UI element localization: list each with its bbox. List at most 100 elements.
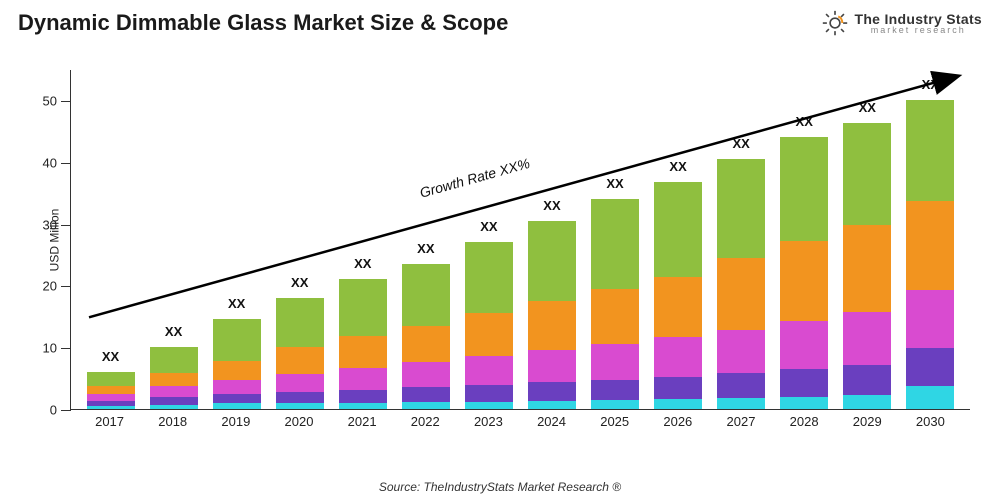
bar-stack (276, 298, 324, 409)
brand-logo: The Industry Stats market research (822, 10, 982, 36)
bar-stack (780, 137, 828, 409)
bar-column: XX (780, 137, 828, 409)
y-tick (61, 101, 71, 102)
bar-value-label: XX (732, 136, 749, 151)
bar-value-label: XX (796, 114, 813, 129)
bar-column: XX (213, 319, 261, 409)
bar-segment (780, 397, 828, 409)
bar-segment (339, 390, 387, 403)
x-tick-label: 2017 (86, 414, 134, 429)
bar-segment (339, 336, 387, 368)
bar-segment (150, 373, 198, 386)
bar-segment (906, 290, 954, 348)
bar-segment (717, 330, 765, 373)
source-caption: Source: TheIndustryStats Market Research… (0, 480, 1000, 494)
y-tick (61, 286, 71, 287)
bar-segment (591, 344, 639, 380)
bar-column: XX (528, 221, 576, 409)
bar-segment (654, 182, 702, 277)
bar-segment (717, 398, 765, 409)
bar-segment (87, 386, 135, 394)
bar-segment (906, 386, 954, 409)
bar-segment (402, 387, 450, 402)
y-tick-label: 20 (43, 279, 57, 294)
bar-column: XX (843, 123, 891, 409)
bar-segment (465, 242, 513, 312)
bar-value-label: XX (417, 241, 434, 256)
bar-stack (717, 159, 765, 409)
bar-value-label: XX (922, 77, 939, 92)
x-tick-label: 2025 (591, 414, 639, 429)
bar-segment (87, 394, 135, 401)
bar-segment (150, 397, 198, 404)
market-chart: USD Million XXXXXXXXXXXXXXXXXXXXXXXXXXXX… (70, 70, 970, 450)
bar-segment (276, 298, 324, 347)
bar-segment (402, 362, 450, 387)
bar-value-label: XX (165, 324, 182, 339)
bar-stack (213, 319, 261, 409)
x-tick-label: 2029 (843, 414, 891, 429)
y-tick-label: 10 (43, 341, 57, 356)
y-tick (61, 163, 71, 164)
bar-segment (906, 201, 954, 291)
bar-segment (780, 137, 828, 241)
y-tick (61, 348, 71, 349)
bar-segment (87, 406, 135, 409)
y-tick-label: 0 (50, 403, 57, 418)
y-tick-label: 30 (43, 217, 57, 232)
bar-column: XX (276, 298, 324, 409)
bar-segment (717, 159, 765, 259)
bar-value-label: XX (543, 198, 560, 213)
bar-segment (843, 225, 891, 312)
bar-segment (591, 289, 639, 344)
bar-column: XX (591, 199, 639, 409)
bar-stack (339, 279, 387, 409)
bar-stack (150, 347, 198, 409)
bar-column: XX (906, 100, 954, 409)
bar-segment (150, 347, 198, 373)
x-tick-label: 2024 (528, 414, 576, 429)
bar-segment (213, 403, 261, 409)
bar-segment (339, 368, 387, 390)
bar-column: XX (717, 159, 765, 409)
bar-segment (780, 369, 828, 397)
bar-segment (591, 199, 639, 289)
bar-segment (843, 395, 891, 409)
x-tick-label: 2028 (780, 414, 828, 429)
bar-column: XX (465, 242, 513, 409)
bar-value-label: XX (669, 159, 686, 174)
bar-segment (654, 399, 702, 409)
bar-segment (843, 312, 891, 365)
bar-segment (339, 403, 387, 409)
bar-stack (402, 264, 450, 409)
bar-segment (843, 365, 891, 396)
bar-segment (591, 400, 639, 409)
bar-segment (843, 123, 891, 225)
bar-segment (213, 319, 261, 360)
bar-segment (528, 382, 576, 401)
bar-segment (528, 221, 576, 301)
x-tick-label: 2030 (906, 414, 954, 429)
bar-segment (150, 405, 198, 409)
bar-stack (843, 123, 891, 409)
bar-column: XX (402, 264, 450, 409)
bar-segment (402, 402, 450, 409)
logo-line1: The Industry Stats (854, 12, 982, 26)
bar-segment (213, 394, 261, 403)
bar-segment (717, 373, 765, 398)
bar-segment (87, 372, 135, 386)
plot-area: USD Million XXXXXXXXXXXXXXXXXXXXXXXXXXXX… (70, 70, 970, 410)
x-tick-label: 2021 (338, 414, 386, 429)
bar-segment (465, 385, 513, 402)
bar-segment (717, 258, 765, 330)
bar-stack (906, 100, 954, 409)
bar-value-label: XX (480, 219, 497, 234)
bar-segment (276, 347, 324, 374)
bar-segment (276, 403, 324, 409)
bar-segment (654, 337, 702, 377)
bar-segment (402, 326, 450, 362)
bar-value-label: XX (291, 275, 308, 290)
logo-line2: market research (854, 26, 982, 35)
bar-segment (654, 277, 702, 338)
y-tick-label: 50 (43, 93, 57, 108)
